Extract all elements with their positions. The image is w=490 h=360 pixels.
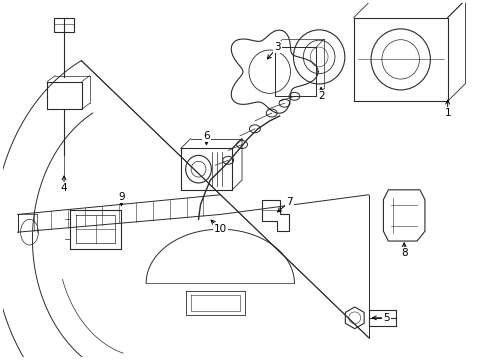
Text: 5: 5 [383, 313, 390, 323]
Text: 2: 2 [318, 91, 324, 101]
Text: 6: 6 [203, 131, 210, 141]
Text: 4: 4 [61, 183, 68, 193]
Text: 3: 3 [274, 42, 281, 52]
Text: 1: 1 [444, 108, 451, 118]
Text: 10: 10 [214, 224, 227, 234]
Text: 8: 8 [401, 248, 408, 258]
Text: 9: 9 [118, 192, 125, 202]
Text: 7: 7 [286, 197, 293, 207]
